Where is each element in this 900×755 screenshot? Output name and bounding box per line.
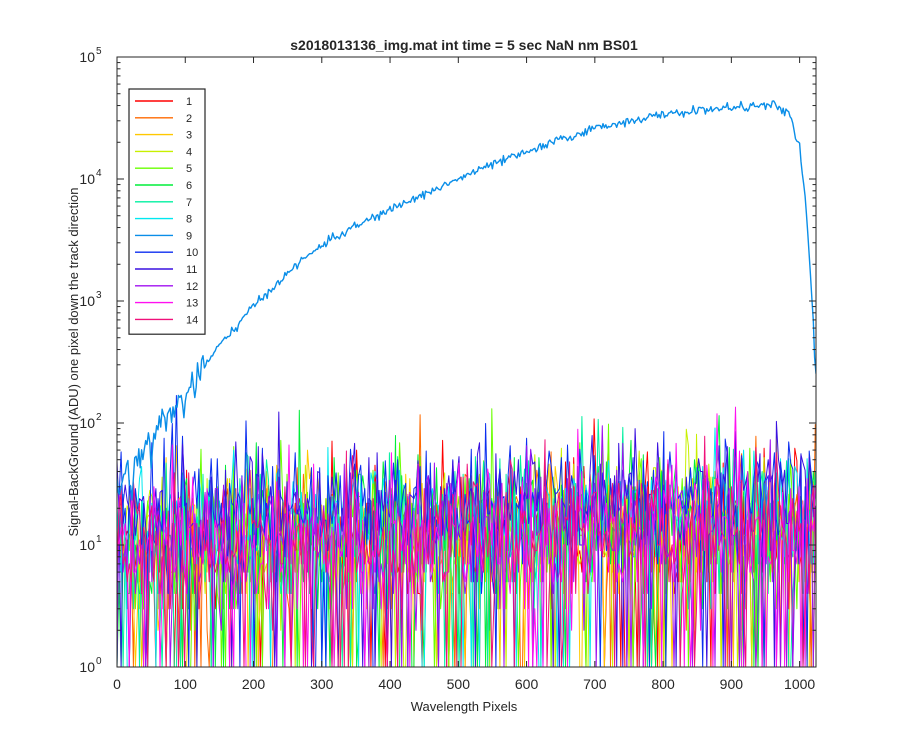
y-axis-label: Signal-BackGround (ADU) one pixel down t… <box>66 187 81 536</box>
x-tick-label: 400 <box>378 676 402 692</box>
y-tick-label: 10 <box>79 171 95 187</box>
legend-label-2: 2 <box>186 113 192 125</box>
legend-label-14: 14 <box>186 314 198 326</box>
x-tick-label: 500 <box>447 676 471 692</box>
legend-label-13: 13 <box>186 298 198 310</box>
plot-frame <box>116 56 817 668</box>
legend-label-8: 8 <box>186 214 192 226</box>
y-tick-exponent: 5 <box>96 46 102 57</box>
series-layer <box>117 100 816 667</box>
legend-label-7: 7 <box>186 197 192 209</box>
series-line-12 <box>117 425 816 667</box>
x-tick-label: 800 <box>651 676 675 692</box>
x-tick-label: 0 <box>113 676 121 692</box>
x-tick-label: 100 <box>174 676 198 692</box>
series-line-13 <box>117 406 816 667</box>
legend-label-10: 10 <box>186 247 198 259</box>
x-tick-label: 300 <box>310 676 334 692</box>
legend-label-1: 1 <box>186 96 192 108</box>
x-tick-label: 700 <box>583 676 607 692</box>
x-tick-label: 600 <box>515 676 539 692</box>
legend-box <box>128 88 206 335</box>
y-tick-label: 10 <box>79 49 95 65</box>
legend-label-3: 3 <box>186 130 192 142</box>
y-tick-label: 10 <box>79 537 95 553</box>
legend-label-5: 5 <box>186 163 192 175</box>
y-tick-label: 10 <box>79 415 95 431</box>
x-tick-label: 200 <box>242 676 266 692</box>
x-tick-label: 1000 <box>784 676 815 692</box>
y-tick-exponent: 3 <box>96 290 102 301</box>
series-line-14 <box>117 435 816 667</box>
legend-label-12: 12 <box>186 281 198 293</box>
chart-title: s2018013136_img.mat int time = 5 sec NaN… <box>290 37 638 53</box>
y-tick-exponent: 2 <box>96 412 102 423</box>
y-tick-label: 10 <box>79 293 95 309</box>
legend-label-6: 6 <box>186 180 192 192</box>
y-tick-exponent: 0 <box>96 656 102 667</box>
y-tick-exponent: 1 <box>96 534 102 545</box>
legend-label-9: 9 <box>186 230 192 242</box>
legend-label-4: 4 <box>186 146 192 158</box>
x-axis-label: Wavelength Pixels <box>411 699 518 714</box>
y-tick-label: 10 <box>79 659 95 675</box>
x-tick-label: 900 <box>720 676 744 692</box>
series-line-9 <box>117 100 816 501</box>
legend-label-11: 11 <box>186 264 197 276</box>
y-tick-exponent: 4 <box>96 168 102 179</box>
